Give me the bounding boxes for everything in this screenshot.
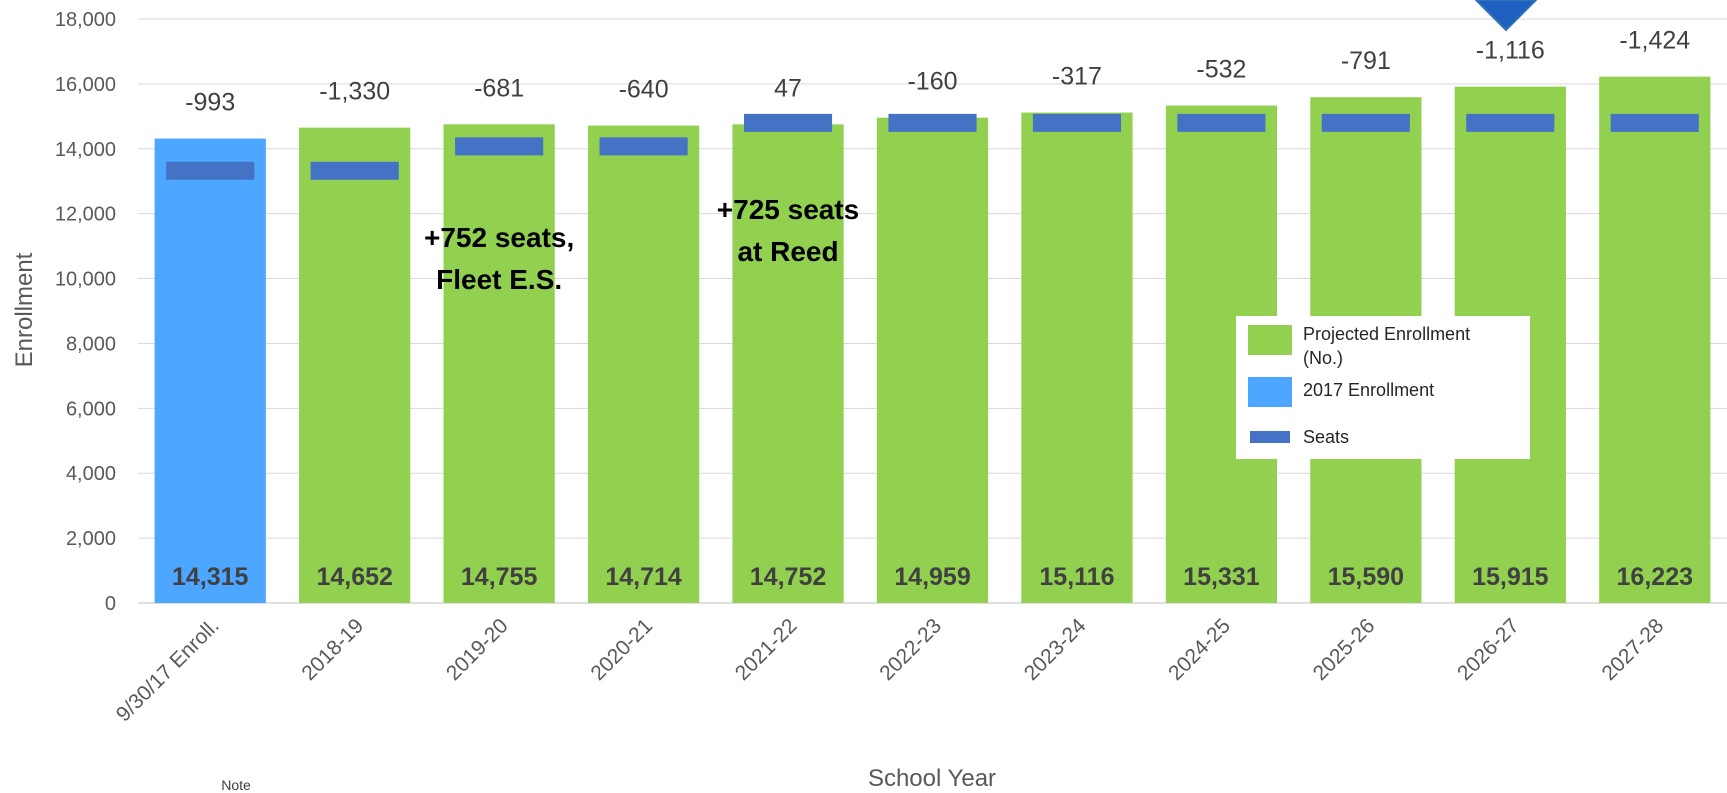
seat-marker — [888, 113, 977, 132]
y-tick-label: 10,000 — [55, 269, 116, 291]
x-axis-title: School Year — [868, 765, 996, 792]
y-tick-label: 18,000 — [55, 9, 116, 31]
bar-projected-enrollment — [732, 124, 844, 604]
seat-marker — [455, 137, 544, 156]
bar-projected-enrollment — [299, 127, 411, 604]
difference-labels: -993 -1,330 -681 -640 47 -160 -317 -532 -791 -1,1… — [185, 27, 1690, 117]
seat-difference-label: 47 — [774, 74, 802, 102]
annotation-text: Fleet E.S. — [436, 264, 562, 295]
y-axis-title: Enrollment — [11, 252, 38, 367]
bar-projected-enrollment — [587, 125, 700, 604]
x-tick-label: 2020-21 — [586, 614, 657, 685]
value-labels: 14,315 14,652 14,755 14,714 14,752 14,959 15,1… — [172, 563, 1693, 591]
y-tick-label: 12,000 — [55, 204, 116, 226]
y-tick-label: 6,000 — [66, 398, 116, 420]
bar-value-label: 14,315 — [172, 563, 249, 591]
x-tick-label: 9/30/17 Enroll. — [112, 614, 224, 726]
x-tick-label: 2018-19 — [297, 614, 368, 685]
seat-difference-label: -532 — [1196, 56, 1246, 84]
bar-value-label: 15,331 — [1183, 563, 1260, 591]
seat-difference-label: -317 — [1052, 63, 1102, 91]
seat-difference-label: -1,424 — [1619, 27, 1690, 55]
seat-difference-label: -791 — [1341, 47, 1391, 75]
y-tick-label: 14,000 — [55, 139, 116, 161]
bar-value-label: 14,959 — [894, 563, 970, 591]
seat-marker — [599, 137, 688, 156]
x-tick-label: 2027-28 — [1598, 614, 1669, 685]
x-tick-label: 2023-24 — [1020, 614, 1091, 685]
seat-marker — [1321, 113, 1410, 132]
legend-swatch-seats — [1250, 431, 1290, 443]
legend-swatch-projected — [1248, 325, 1292, 355]
note-text: Note — [221, 777, 251, 793]
bar-value-label: 14,652 — [316, 563, 392, 591]
seat-marker — [1466, 113, 1555, 132]
seat-marker — [1610, 113, 1699, 132]
bar-value-label: 15,116 — [1039, 563, 1114, 591]
seat-marker — [166, 161, 255, 180]
down-arrow-marker — [1474, 0, 1538, 32]
bar-value-label: 16,223 — [1617, 563, 1693, 591]
seat-difference-label: -1,330 — [319, 78, 390, 106]
y-tick-label: 4,000 — [66, 463, 116, 485]
legend: Projected Enrollment (No.) 2017 Enrollme… — [1236, 316, 1530, 459]
annotation-text: +752 seats, — [424, 222, 574, 253]
seat-difference-label: -160 — [907, 68, 957, 96]
x-tick-label: 2019-20 — [442, 614, 513, 685]
legend-label-seats: Seats — [1303, 427, 1349, 447]
bar-value-label: 14,752 — [750, 563, 826, 591]
bar-2017-enrollment — [154, 138, 266, 603]
y-tick-label: 16,000 — [55, 74, 116, 96]
bar-projected-enrollment — [876, 117, 989, 603]
annotations: +752 seats, Fleet E.S. +725 seats at Reed — [424, 194, 859, 295]
y-tick-label: 2,000 — [66, 528, 116, 550]
legend-label-projected-unit: (No.) — [1303, 348, 1343, 368]
y-axis-ticks: 0 2,000 4,000 6,000 8,000 10,000 12,000 14,000 1… — [55, 9, 116, 615]
seat-marker — [310, 161, 399, 180]
x-tick-label: 2021-22 — [731, 614, 802, 685]
seat-difference-label: -640 — [619, 76, 669, 104]
x-tick-label: 2026-27 — [1453, 614, 1524, 685]
seat-difference-label: -1,116 — [1476, 37, 1545, 65]
x-tick-label: 2022-23 — [875, 614, 946, 685]
bar-projected-enrollment — [1599, 76, 1711, 603]
legend-swatch-2017 — [1248, 377, 1292, 407]
seat-marker — [1177, 113, 1266, 132]
x-tick-label: 2024-25 — [1164, 614, 1235, 685]
bar-value-label: 14,755 — [461, 563, 538, 591]
legend-label-2017: 2017 Enrollment — [1303, 380, 1434, 400]
seat-marker — [1032, 113, 1122, 132]
y-tick-label: 8,000 — [66, 333, 116, 355]
legend-label-projected: Projected Enrollment — [1303, 324, 1470, 344]
annotation-text: at Reed — [737, 236, 838, 267]
bar-projected-enrollment — [443, 124, 555, 603]
seat-difference-label: -993 — [185, 89, 235, 117]
bar-projected-enrollment — [1021, 112, 1133, 604]
y-tick-label: 0 — [105, 593, 116, 615]
x-tick-label: 2025-26 — [1309, 614, 1380, 685]
seat-marker — [743, 113, 833, 132]
annotation-text: +725 seats — [717, 194, 859, 225]
bar-value-label: 15,590 — [1328, 563, 1404, 591]
seat-markers — [166, 113, 1699, 180]
bar-value-label: 15,915 — [1472, 563, 1549, 591]
bars — [154, 76, 1711, 604]
bar-value-label: 14,714 — [605, 563, 682, 591]
x-axis-ticks: 9/30/17 Enroll. 2018-19 2019-20 2020-21 2021… — [112, 614, 1669, 726]
seat-difference-label: -681 — [474, 74, 524, 102]
